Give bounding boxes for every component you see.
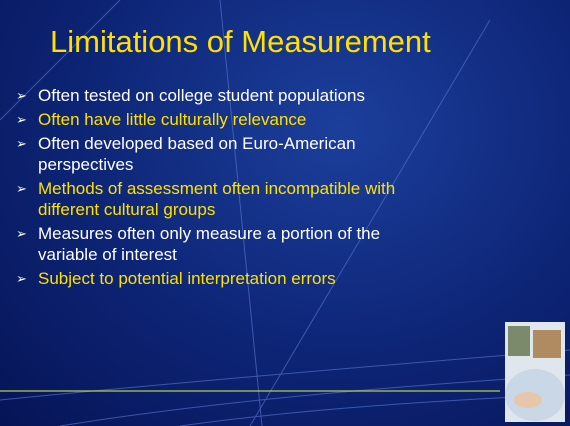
bullet-list: ➢ Often tested on college student populat… <box>16 85 395 292</box>
bullet: ➢ Often developed based on Euro-American p… <box>16 133 395 175</box>
bullet: ➢ Often have little culturally relevance <box>16 109 395 130</box>
bullet-arrow: ➢ <box>16 136 27 151</box>
bullet-text: Often developed based on Euro-American <box>38 134 356 153</box>
photo <box>505 322 565 422</box>
bullet: ➢ Measures often only measure a portion o… <box>16 223 395 265</box>
bullet-arrow: ➢ <box>16 271 27 286</box>
slide-title: Limitations of Measurement <box>50 24 431 59</box>
bullet-text: Methods of assessment often incompatible… <box>38 179 396 198</box>
bullet-text: Subject to potential interpretation erro… <box>38 269 336 288</box>
bullet-arrow: ➢ <box>16 181 27 196</box>
bullet-text: variable of interest <box>38 245 177 264</box>
bullet-arrow: ➢ <box>16 226 27 241</box>
bullet: ➢ Often tested on college student populat… <box>16 85 395 106</box>
bullet: ➢ Subject to potential interpretation err… <box>16 268 395 289</box>
bullet-text: perspectives <box>38 155 134 174</box>
bullet-text: Often have little culturally relevance <box>38 110 307 129</box>
bullet-text: Often tested on college student populati… <box>38 86 366 105</box>
bullet-arrow: ➢ <box>16 88 27 103</box>
bullet-arrow: ➢ <box>16 112 27 127</box>
bullet-text: different cultural groups <box>38 200 216 219</box>
bullet: ➢ Methods of assessment often incompatibl… <box>16 178 395 220</box>
bullet-text: Measures often only measure a portion of… <box>38 224 381 243</box>
